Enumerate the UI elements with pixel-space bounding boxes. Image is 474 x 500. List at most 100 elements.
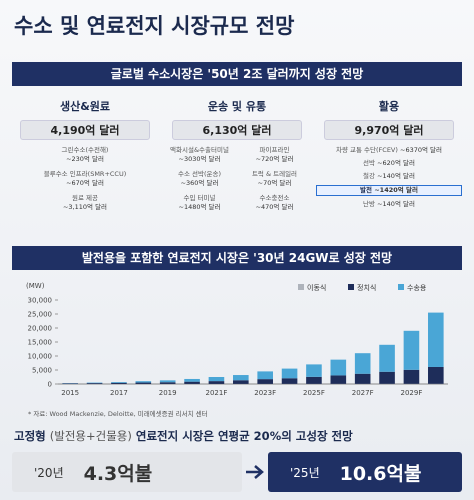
legend-swatch — [348, 284, 354, 290]
item-label: 선박 — [363, 159, 376, 167]
item-label: 수소 선박(운송) — [177, 170, 222, 178]
bar — [208, 377, 225, 382]
item-value: ~140억 달러 — [377, 172, 415, 180]
bar — [428, 366, 444, 384]
x-tick-label: 2021F — [206, 389, 228, 397]
x-tick-label: 2019 — [159, 389, 177, 397]
item-value: ~1420억 달러 — [374, 186, 418, 194]
bar — [184, 378, 200, 382]
banner: 발전용을 포함한 연료전지 시장은 '30년 24GW로 성장 전망 — [12, 246, 462, 270]
item-label: 수소충전소 — [259, 194, 290, 202]
y-tick-label: 5,000 — [32, 367, 52, 375]
y-tick-label: 30,000 — [28, 297, 53, 305]
page-title: 수소 및 연료전지 시장규모 전망 — [14, 14, 295, 38]
bar — [379, 344, 395, 372]
x-tick-label: 2023F — [254, 389, 276, 397]
bar — [379, 371, 395, 384]
item: 파이프라인 ~720억 달러 — [239, 146, 310, 164]
bar — [208, 381, 225, 384]
banner: 글로벌 수소시장은 '50년 2조 달러까지 성장 전망 — [12, 62, 462, 86]
bar — [354, 353, 371, 374]
bar — [403, 369, 420, 384]
bar — [306, 364, 322, 377]
bar — [306, 376, 322, 384]
legend-label: 이동식 — [307, 283, 326, 292]
footer-text: 고정형 (발전용+건물용) 연료전지 시장은 연평균 20%의 고성장 전망 — [14, 428, 353, 444]
item-label: 트럭 & 트레일러 — [251, 170, 298, 178]
y-tick-label: 25,000 — [28, 311, 53, 319]
x-tick-label: 2015 — [61, 389, 79, 397]
bar — [354, 373, 371, 384]
bar — [233, 375, 249, 381]
bar — [330, 375, 347, 384]
y-tick-label: 15,000 — [28, 339, 53, 347]
item-label: 난방 — [363, 200, 376, 208]
item-label: 차량 교통 수단(FCEV) — [336, 146, 398, 154]
column-total: 6,130억 달러 — [172, 120, 302, 140]
item: 난방 ~140억 달러 — [316, 200, 462, 209]
year: '20년 — [34, 465, 64, 480]
rest: 연료전지 시장은 연평균 20%의 고성장 전망 — [135, 429, 353, 443]
item: 발전 ~1420억 달러 — [316, 185, 462, 196]
bar — [330, 359, 347, 376]
item-value: ~670억 달러 — [66, 179, 104, 187]
column-title: 생산&원료 — [59, 100, 111, 113]
item-value: ~3030억 달러 — [178, 155, 221, 163]
x-tick-label: 2017 — [110, 389, 128, 397]
bar — [281, 378, 298, 384]
bar — [257, 379, 273, 384]
item: 수입 터미널 ~1480억 달러 — [164, 194, 235, 212]
item-label: 원료 제공 — [72, 194, 98, 202]
lead: 고정형 — [14, 429, 46, 443]
item: 철강 ~140억 달러 — [316, 172, 462, 181]
year: '25년 — [290, 465, 320, 480]
from-box: '20년 4.3억불 — [12, 452, 242, 492]
item: 액화시설&수출터미널 ~3030억 달러 — [164, 146, 235, 164]
item-label: 그린수소(수전해) — [61, 146, 109, 154]
bar — [86, 382, 103, 384]
item: 차량 교통 수단(FCEV) ~6370억 달러 — [316, 146, 462, 155]
item-value: ~140억 달러 — [377, 200, 415, 208]
x-tick-label: 2027F — [352, 389, 374, 397]
column-title: 운송 및 유통 — [207, 100, 267, 113]
item-value: ~230억 달러 — [66, 155, 104, 163]
item-value: ~470억 달러 — [255, 203, 294, 211]
bar — [111, 382, 127, 384]
item-value: ~620억 달러 — [377, 159, 415, 167]
item: 트럭 & 트레일러 ~70억 달러 — [239, 170, 310, 188]
item: 수소충전소 ~470억 달러 — [239, 194, 310, 212]
item-value: ~720억 달러 — [255, 155, 294, 163]
item: 블루수소 인프라(SMR+CCU) ~670억 달러 — [12, 170, 158, 188]
bar — [233, 380, 249, 384]
bar — [159, 382, 176, 384]
item-value: ~360억 달러 — [180, 179, 219, 187]
legend-label: 수송용 — [407, 284, 427, 292]
bar — [62, 383, 78, 384]
y-tick-label: 10,000 — [28, 353, 53, 361]
item-label: 수입 터미널 — [183, 194, 216, 202]
y-tick-label: 0 — [48, 381, 52, 389]
source: * 자료: Wood Mackenzie, Deloitte, 미래에셋증권 리… — [28, 410, 208, 418]
item-value: ~6370억 달러 — [400, 146, 442, 154]
column-total: 4,190억 달러 — [20, 120, 150, 140]
bar — [111, 382, 127, 383]
x-tick-label: 2025F — [303, 389, 325, 397]
column-title: 활용 — [378, 100, 400, 113]
to-box: '25년 10.6억불 — [268, 452, 462, 492]
bar — [159, 380, 176, 383]
item: 원료 제공 ~3,110억 달러 — [12, 194, 158, 212]
amount: 10.6억불 — [339, 462, 422, 485]
amount: 4.3억불 — [83, 462, 153, 485]
item: 선박 ~620억 달러 — [316, 159, 462, 168]
column-total: 9,970억 달러 — [324, 120, 454, 140]
legend-label: 정치식 — [357, 283, 376, 292]
